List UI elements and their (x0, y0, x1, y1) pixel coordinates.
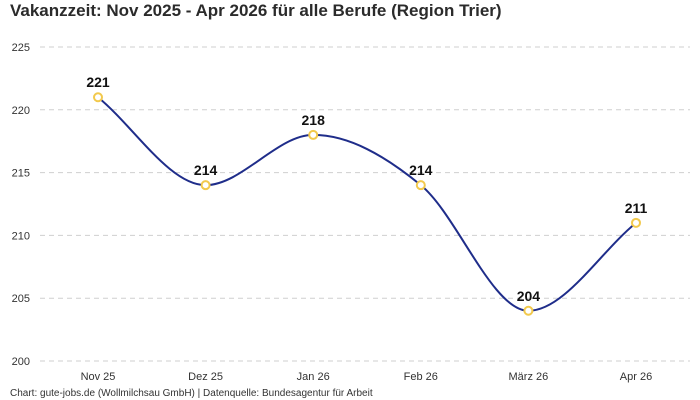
y-tick-label-225: 225 (12, 42, 30, 54)
data-label-2: 218 (302, 112, 326, 128)
y-tick-label-220: 220 (12, 105, 30, 117)
data-label-3: 214 (409, 162, 433, 178)
data-point-3 (415, 180, 426, 191)
x-tick-label-1: Dez 25 (188, 371, 223, 383)
y-axis-ticks: 200 205 210 215 220 225 (12, 42, 30, 368)
data-point-0 (93, 92, 103, 103)
x-tick-label-0: Nov 25 (81, 371, 116, 383)
x-tick-label-3: Feb 26 (404, 371, 438, 383)
y-tick-label-215: 215 (12, 168, 30, 180)
data-label-0: 221 (86, 74, 110, 90)
chart-footer: Chart: gute-jobs.de (Wollmilchsau GmbH) … (10, 388, 373, 399)
data-labels: 221 214 218 214 204 211 (86, 74, 647, 304)
data-point-1 (200, 180, 211, 191)
data-point-2 (308, 129, 319, 140)
data-label-5: 211 (625, 200, 648, 216)
x-tick-label-4: März 26 (509, 371, 549, 383)
data-label-1: 214 (194, 162, 218, 178)
x-axis-ticks: Nov 25 Dez 25 Jan 26 Feb 26 März 26 Apr 26 (81, 371, 653, 383)
grid (40, 46, 690, 362)
chart-title: Vakanzzeit: Nov 2025 - Apr 2026 für alle… (10, 1, 502, 20)
y-tick-label-205: 205 (12, 293, 30, 305)
data-point-4 (523, 305, 534, 316)
data-markers (93, 92, 641, 316)
y-tick-label-210: 210 (12, 230, 30, 242)
x-tick-label-5: Apr 26 (620, 371, 652, 383)
data-point-5 (631, 217, 641, 228)
x-tick-label-2: Jan 26 (297, 371, 330, 383)
y-tick-label-200: 200 (12, 356, 30, 368)
data-label-4: 204 (517, 288, 541, 304)
series-line (97, 96, 637, 312)
